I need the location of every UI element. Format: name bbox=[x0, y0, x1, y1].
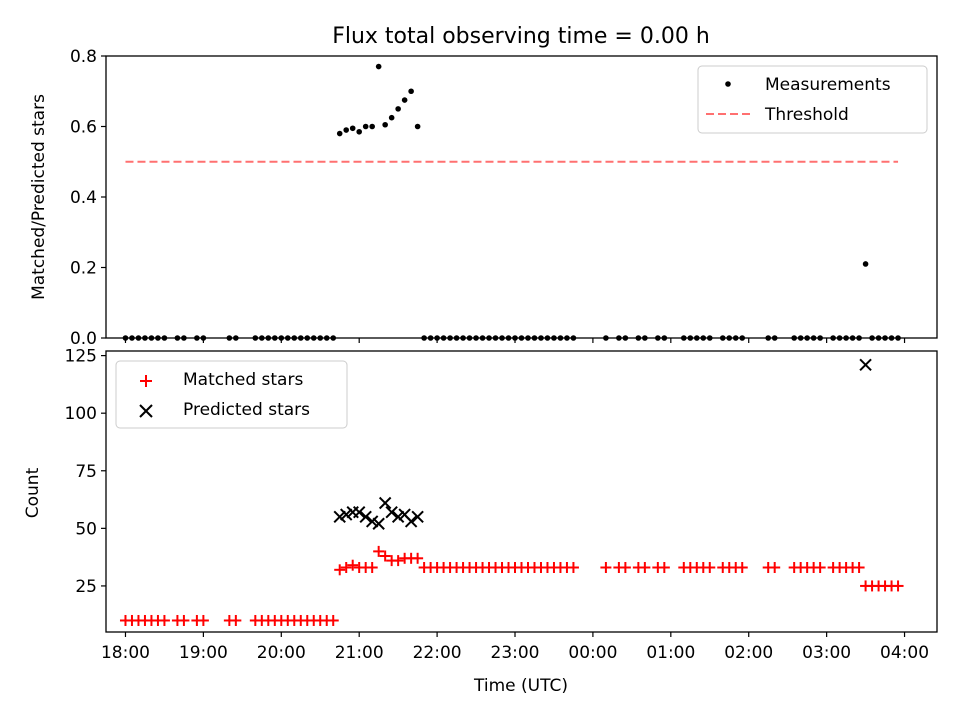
matched-star-point bbox=[392, 555, 404, 567]
bottom-panel-frame bbox=[105, 350, 938, 633]
legend-matched-label: Matched stars bbox=[183, 370, 303, 390]
bottom-legend-box bbox=[115, 360, 348, 429]
top-y-ticks: 0.0 0.2 0.4 0.6 0.8 bbox=[70, 47, 106, 349]
matched-star-point bbox=[347, 559, 359, 571]
bottom-x-tick-label: 03:00 bbox=[802, 643, 851, 663]
top-y-tick-label: 0.4 bbox=[70, 188, 97, 208]
measurement-point bbox=[862, 261, 869, 267]
matched-star-point bbox=[853, 562, 865, 574]
bottom-x-tick-label: 18:00 bbox=[101, 643, 150, 663]
bottom-x-tick-label: 00:00 bbox=[568, 643, 617, 663]
bottom-y-tick-label: 50 bbox=[75, 519, 97, 539]
bottom-y-axis-label: Count bbox=[23, 467, 43, 518]
bottom-x-tick-label: 01:00 bbox=[646, 643, 695, 663]
legend-threshold-label: Threshold bbox=[764, 105, 849, 125]
bottom-x-tick-label: 23:00 bbox=[491, 643, 540, 663]
matched-star-point bbox=[197, 614, 209, 626]
matched-star-point bbox=[567, 562, 579, 574]
measurement-point bbox=[401, 97, 408, 103]
predicted-star-point bbox=[352, 506, 366, 519]
matched-star-point bbox=[704, 562, 716, 574]
top-y-tick-label: 0.0 bbox=[70, 329, 97, 349]
predicted-stars-points bbox=[333, 358, 872, 530]
top-y-axis-label: Matched/Predicted stars bbox=[29, 94, 49, 300]
predicted-star-point bbox=[391, 510, 405, 524]
measurement-point bbox=[414, 123, 421, 130]
top-y-tick-label: 0.2 bbox=[70, 259, 97, 279]
matched-star-point bbox=[327, 614, 339, 626]
matched-star-point bbox=[178, 614, 190, 626]
matched-star-point bbox=[892, 580, 904, 592]
bottom-panel: Count Time (UTC) 25 50 75 100 125 18:00 19:00… bbox=[23, 347, 938, 696]
matched-star-point bbox=[334, 564, 346, 576]
measurement-point bbox=[395, 106, 401, 112]
matched-star-point bbox=[814, 562, 826, 574]
measurement-point bbox=[356, 128, 362, 135]
predicted-star-point bbox=[359, 510, 372, 524]
bottom-x-tick-label: 22:00 bbox=[413, 643, 462, 663]
top-y-tick-label: 0.8 bbox=[70, 47, 97, 67]
bottom-x-tick-label: 20:00 bbox=[257, 643, 306, 663]
bottom-legend: Matched stars Predicted stars bbox=[115, 360, 348, 429]
measurement-point bbox=[388, 114, 395, 121]
predicted-star-point bbox=[859, 358, 872, 372]
measurement-point bbox=[362, 123, 369, 130]
bottom-x-tick-label: 19:00 bbox=[179, 643, 228, 663]
legend-predicted-marker bbox=[139, 404, 153, 418]
bottom-y-tick-label: 75 bbox=[75, 462, 97, 482]
legend-matched-marker bbox=[140, 375, 152, 387]
predicted-star-point bbox=[333, 510, 346, 524]
measurement-point bbox=[375, 63, 382, 70]
matched-star-point bbox=[230, 614, 242, 626]
chart-title: Flux total observing time = 0.00 h bbox=[332, 24, 710, 49]
legend-measurements-label: Measurements bbox=[765, 75, 891, 95]
bottom-y-tick-label: 25 bbox=[75, 577, 97, 597]
measurement-point bbox=[369, 123, 375, 130]
bottom-y-ticks: 25 50 75 100 125 bbox=[65, 347, 106, 597]
bottom-x-tick-label: 04:00 bbox=[880, 643, 929, 663]
matched-star-point bbox=[340, 562, 352, 574]
measurement-point bbox=[408, 88, 414, 95]
predicted-star-point bbox=[378, 496, 392, 510]
measurement-point bbox=[349, 125, 356, 132]
predicted-star-point bbox=[385, 506, 398, 519]
x-axis-label: Time (UTC) bbox=[473, 676, 568, 696]
matched-star-point bbox=[373, 545, 385, 557]
measurement-point bbox=[382, 121, 388, 128]
measurement-point bbox=[343, 127, 350, 133]
matched-star-point bbox=[366, 562, 378, 574]
top-legend: Measurements Threshold bbox=[697, 65, 928, 134]
predicted-star-point bbox=[404, 515, 418, 528]
bottom-y-tick-label: 125 bbox=[65, 347, 97, 367]
matched-star-point bbox=[736, 562, 748, 574]
legend-measurements-marker bbox=[725, 81, 731, 87]
top-panel: Matched/Predicted stars 0.00.20.40.60.8 … bbox=[29, 47, 938, 349]
bottom-x-tick-label: 21:00 bbox=[335, 643, 384, 663]
matched-stars-points bbox=[119, 545, 904, 626]
matched-star-point bbox=[619, 562, 631, 574]
matched-star-point bbox=[658, 562, 670, 574]
matched-star-point bbox=[158, 614, 170, 626]
predicted-star-point bbox=[365, 515, 379, 528]
predicted-star-point bbox=[411, 510, 424, 524]
bottom-x-ticks: 18:00 19:00 20:00 21:00 22:00 23:00 00:00 01:00… bbox=[101, 632, 929, 663]
matched-star-point bbox=[379, 550, 391, 562]
top-legend-box bbox=[697, 65, 928, 134]
top-panel-frame bbox=[105, 55, 938, 339]
measurement-point bbox=[336, 130, 343, 137]
matched-star-point bbox=[769, 562, 781, 574]
matched-star-point bbox=[639, 562, 651, 574]
predicted-star-point bbox=[340, 508, 353, 521]
top-y-tick-label: 0.6 bbox=[70, 118, 97, 138]
bottom-x-tick-label: 02:00 bbox=[724, 643, 773, 663]
bottom-y-tick-label: 100 bbox=[65, 404, 97, 424]
legend-predicted-label: Predicted stars bbox=[183, 400, 310, 420]
matched-star-point bbox=[600, 562, 612, 574]
predicted-star-point bbox=[372, 517, 385, 530]
matched-star-point bbox=[412, 552, 424, 564]
